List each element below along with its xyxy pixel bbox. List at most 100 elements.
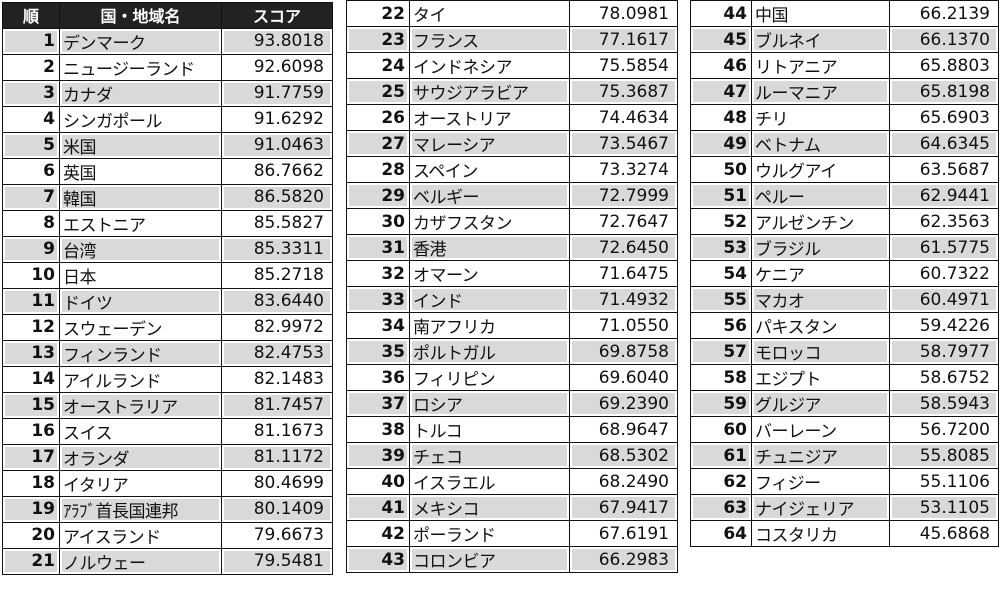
country-name-cell: ベトナム xyxy=(751,130,890,157)
rank-cell: 11 xyxy=(2,287,60,315)
score-cell: 92.6098 xyxy=(221,53,333,81)
score-cell: 65.8803 xyxy=(889,52,999,79)
rank-cell: 49 xyxy=(690,130,752,157)
rank-cell: 51 xyxy=(690,182,752,209)
score-cell: 58.5943 xyxy=(889,390,999,417)
rank-cell: 32 xyxy=(346,260,410,287)
rank-cell: 34 xyxy=(346,312,410,339)
table-row: 63 ナイジェリア 53.1105 xyxy=(690,494,999,521)
table-row: 8 エストニア 85.5827 xyxy=(2,209,333,237)
rank-cell: 12 xyxy=(2,313,60,341)
country-name-cell: ルーマニア xyxy=(751,78,890,105)
rank-cell: 9 xyxy=(2,235,60,263)
table-row: 36 フィリピン 69.6040 xyxy=(346,364,678,391)
ranking-table-1: 順 国・地域名 スコア 1 デンマーク 93.8018 2 ニュージーランド 92.609… xyxy=(2,2,333,575)
table-row: 26 オーストリア 74.4634 xyxy=(346,104,678,131)
country-name-cell: ブルネイ xyxy=(751,26,890,53)
table-header: 順 国・地域名 スコア xyxy=(2,2,333,29)
score-cell: 58.7977 xyxy=(889,338,999,365)
table-row: 48 チリ 65.6903 xyxy=(690,104,999,131)
table-row: 29 ベルギー 72.7999 xyxy=(346,182,678,209)
country-name-cell: 韓国 xyxy=(59,183,222,211)
table-row: 54 ケニア 60.7322 xyxy=(690,260,999,287)
country-name-cell: サウジアラビア xyxy=(409,78,570,105)
table-row: 16 スイス 81.1673 xyxy=(2,417,333,445)
table-row: 33 インド 71.4932 xyxy=(346,286,678,313)
country-name-cell: メキシコ xyxy=(409,494,570,521)
rank-cell: 31 xyxy=(346,234,410,261)
table-row: 4 シンガポール 91.6292 xyxy=(2,105,333,133)
score-cell: 71.6475 xyxy=(569,260,678,287)
rank-cell: 35 xyxy=(346,338,410,365)
table-row: 27 マレーシア 73.5467 xyxy=(346,130,678,157)
country-name-cell: ニュージーランド xyxy=(59,53,222,81)
table-row: 38 トルコ 68.9647 xyxy=(346,416,678,443)
score-cell: 83.6440 xyxy=(221,287,333,315)
score-cell: 85.5827 xyxy=(221,209,333,237)
score-cell: 69.8758 xyxy=(569,338,678,365)
ranking-table-3: 44 中国 66.2139 45 ブルネイ 66.1370 46 リトアニア 65.8803 47… xyxy=(690,0,999,547)
rank-cell: 59 xyxy=(690,390,752,417)
country-name-cell: アルゼンチン xyxy=(751,208,890,235)
table-row: 9 台湾 85.3311 xyxy=(2,235,333,263)
score-cell: 82.9972 xyxy=(221,313,333,341)
rank-cell: 50 xyxy=(690,156,752,183)
score-cell: 45.6868 xyxy=(889,520,999,547)
rank-cell: 33 xyxy=(346,286,410,313)
rank-cell: 30 xyxy=(346,208,410,235)
country-name-cell: スウェーデン xyxy=(59,313,222,341)
score-cell: 85.2718 xyxy=(221,261,333,289)
score-cell: 85.3311 xyxy=(221,235,333,263)
rank-cell: 44 xyxy=(690,0,752,27)
country-name-cell: タイ xyxy=(409,0,570,27)
table-row: 49 ベトナム 64.6345 xyxy=(690,130,999,157)
country-name-cell: 南アフリカ xyxy=(409,312,570,339)
table-row: 7 韓国 86.5820 xyxy=(2,183,333,211)
country-name-cell: チェコ xyxy=(409,442,570,469)
score-cell: 66.1370 xyxy=(889,26,999,53)
score-cell: 72.7647 xyxy=(569,208,678,235)
table-row: 44 中国 66.2139 xyxy=(690,0,999,27)
country-name-cell: アイルランド xyxy=(59,365,222,393)
rank-cell: 58 xyxy=(690,364,752,391)
table-row: 60 バーレーン 56.7200 xyxy=(690,416,999,443)
rank-cell: 14 xyxy=(2,365,60,393)
score-cell: 80.4699 xyxy=(221,469,333,497)
table-row: 19 ｱﾗﾌﾞ首長国連邦 80.1409 xyxy=(2,495,333,523)
rank-cell: 42 xyxy=(346,520,410,547)
country-name-cell: 日本 xyxy=(59,261,222,289)
table-row: 50 ウルグアイ 63.5687 xyxy=(690,156,999,183)
country-name-cell: イスラエル xyxy=(409,468,570,495)
rank-cell: 2 xyxy=(2,53,60,81)
country-name-cell: ノルウェー xyxy=(59,547,222,575)
country-name-cell: パキスタン xyxy=(751,312,890,339)
rank-cell: 18 xyxy=(2,469,60,497)
rank-cell: 26 xyxy=(346,104,410,131)
rank-cell: 36 xyxy=(346,364,410,391)
country-name-cell: オランダ xyxy=(59,443,222,471)
score-cell: 80.1409 xyxy=(221,495,333,523)
country-name-cell: コロンビア xyxy=(409,546,570,573)
rank-cell: 56 xyxy=(690,312,752,339)
rank-cell: 62 xyxy=(690,468,752,495)
table-row: 34 南アフリカ 71.0550 xyxy=(346,312,678,339)
country-name-cell: イタリア xyxy=(59,469,222,497)
rank-cell: 37 xyxy=(346,390,410,417)
country-name-cell: フランス xyxy=(409,26,570,53)
score-cell: 78.0981 xyxy=(569,0,678,27)
score-cell: 60.4971 xyxy=(889,286,999,313)
rank-cell: 64 xyxy=(690,520,752,547)
rank-cell: 47 xyxy=(690,78,752,105)
score-cell: 65.8198 xyxy=(889,78,999,105)
country-name-cell: シンガポール xyxy=(59,105,222,133)
table-row: 22 タイ 78.0981 xyxy=(346,0,678,27)
score-cell: 91.0463 xyxy=(221,131,333,159)
table-row: 2 ニュージーランド 92.6098 xyxy=(2,53,333,81)
country-name-cell: スイス xyxy=(59,417,222,445)
score-cell: 72.6450 xyxy=(569,234,678,261)
table-row: 51 ペルー 62.9441 xyxy=(690,182,999,209)
score-cell: 53.1105 xyxy=(889,494,999,521)
score-cell: 71.4932 xyxy=(569,286,678,313)
score-cell: 73.3274 xyxy=(569,156,678,183)
country-name-cell: インドネシア xyxy=(409,52,570,79)
